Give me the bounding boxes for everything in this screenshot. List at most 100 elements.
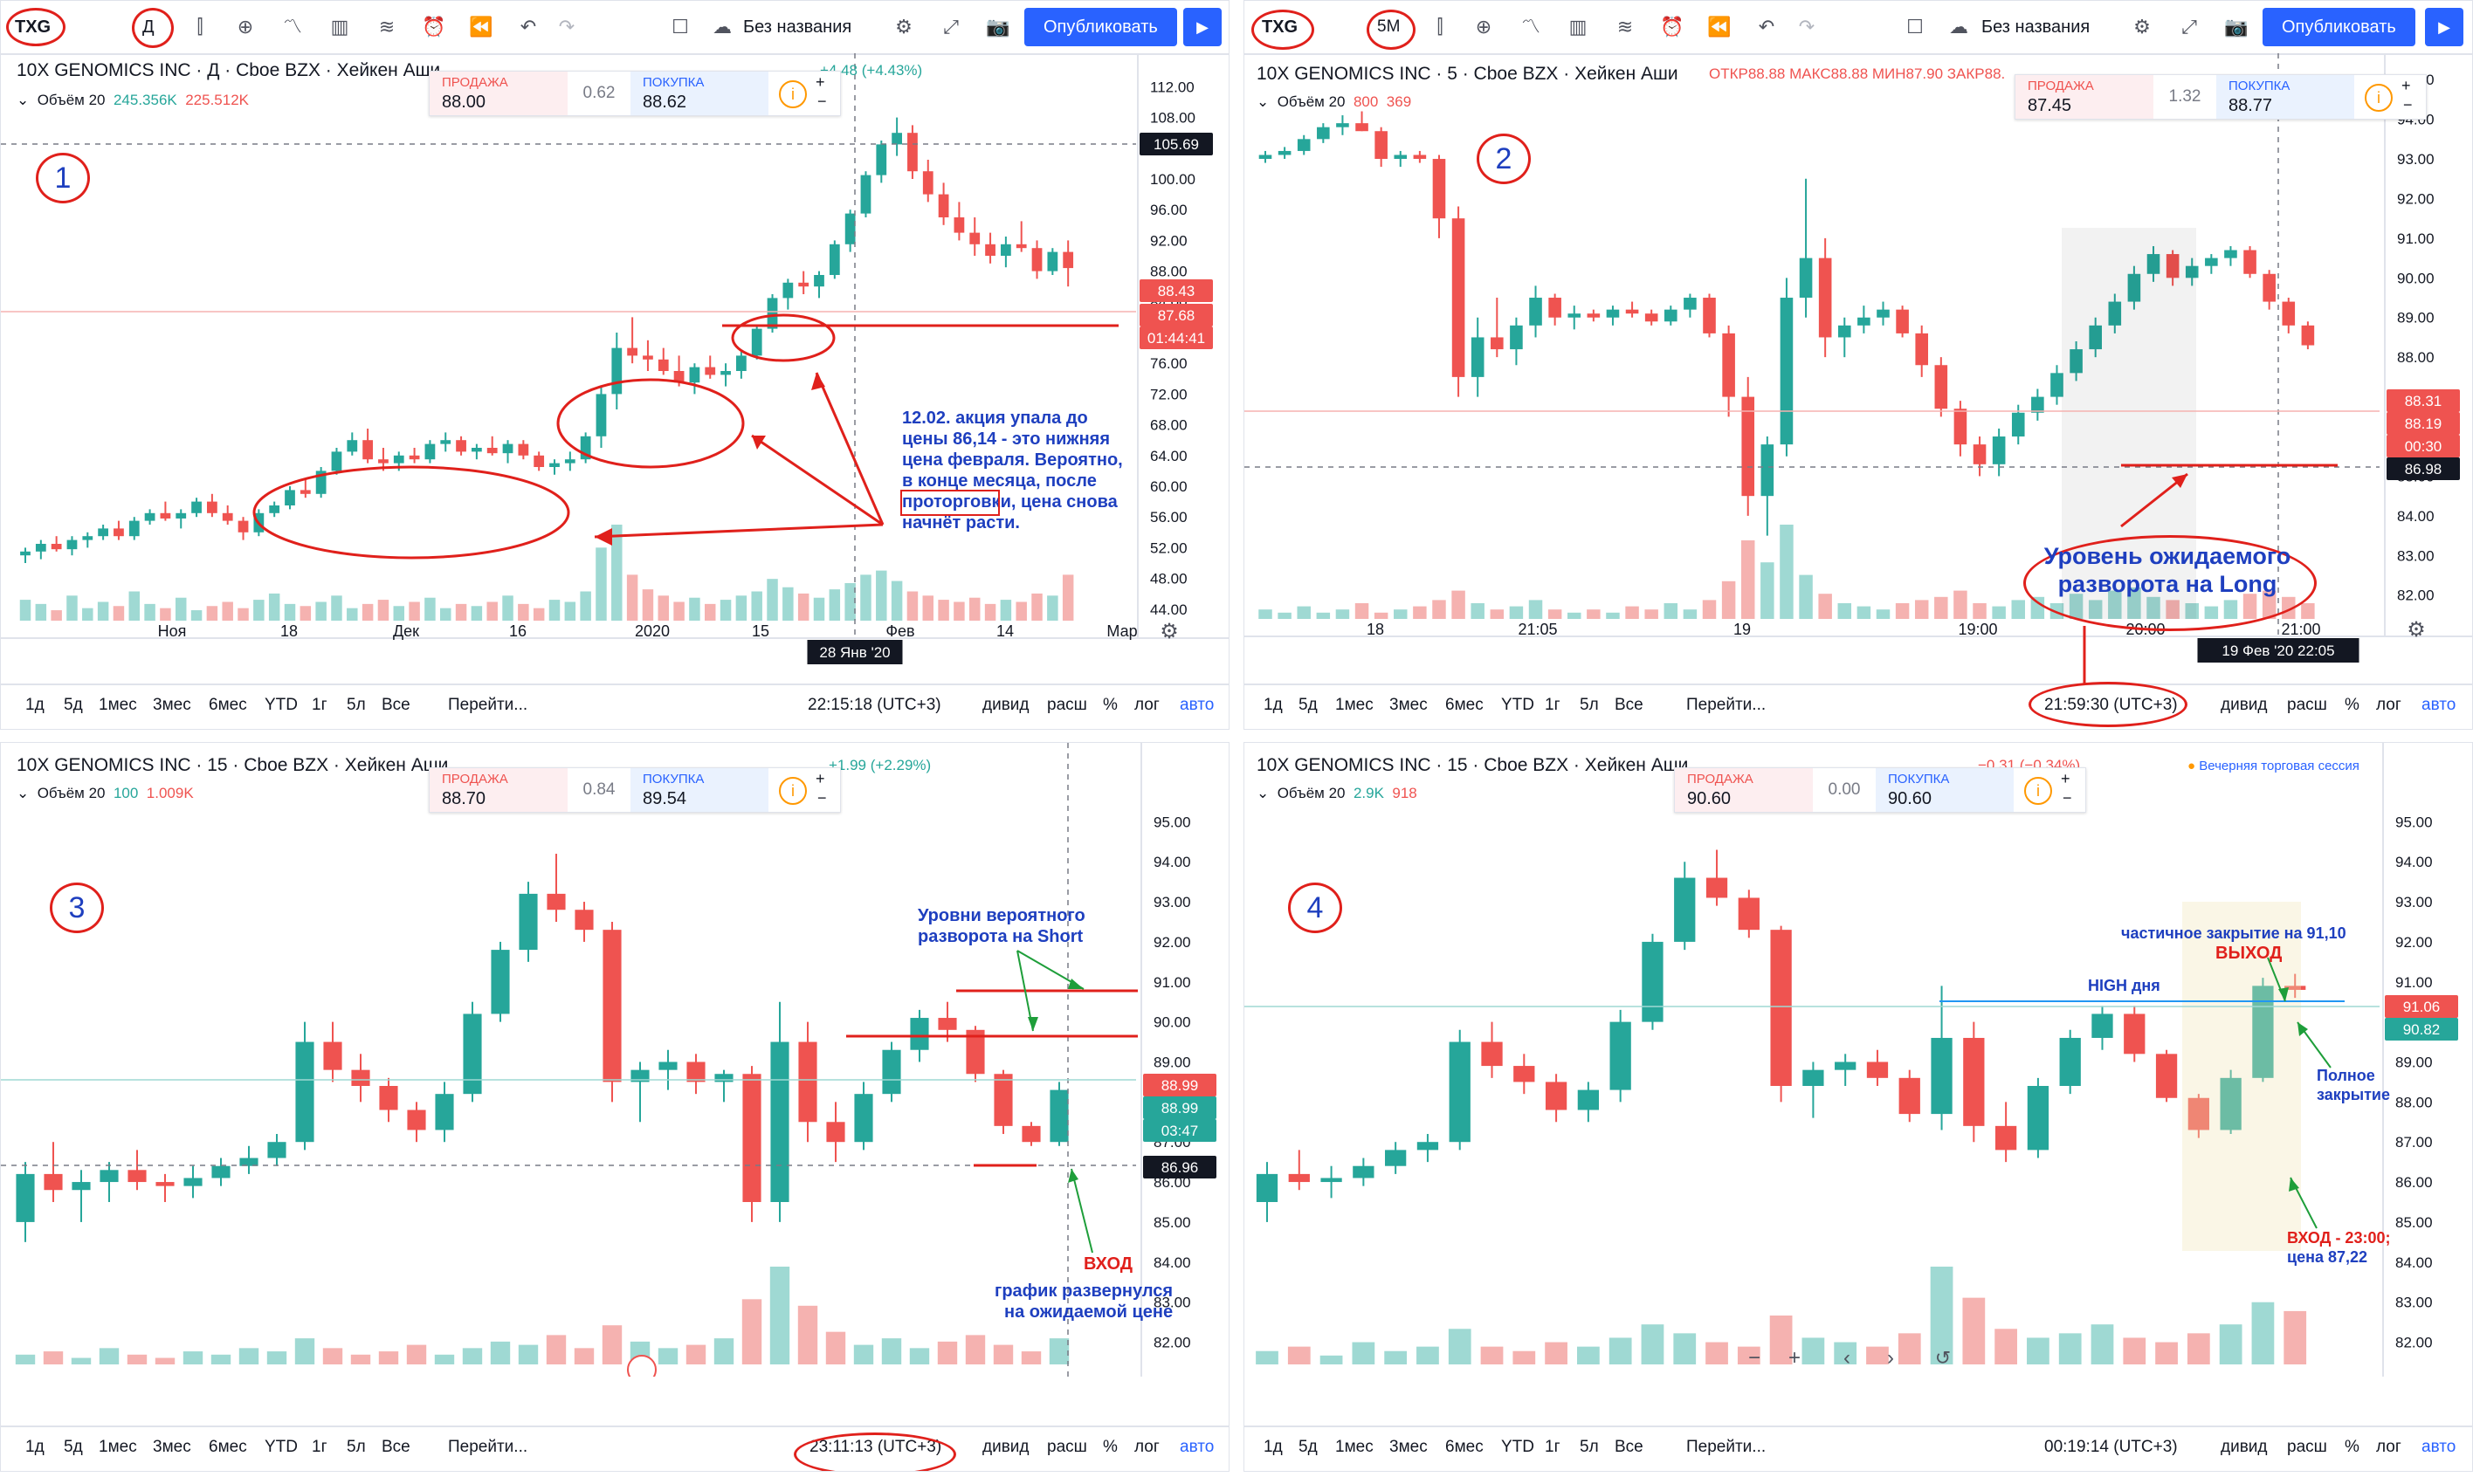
range-6m[interactable]: 6мес [209, 1438, 247, 1456]
range-1d[interactable]: 1д [1264, 1438, 1283, 1456]
range-5y[interactable]: 5л [347, 1438, 366, 1456]
minus-icon[interactable]: − [817, 93, 827, 110]
range-3m[interactable]: 3мес [153, 1438, 191, 1456]
auto-toggle[interactable]: авто [1180, 696, 1215, 714]
price-chart[interactable]: 82.0083.0084.0085.0086.0087.0088.0089.00… [1244, 53, 2473, 687]
range-1y[interactable]: 1г [312, 1438, 327, 1456]
publish-button[interactable]: Опубликовать [1024, 8, 1177, 46]
plus-icon[interactable]: + [2401, 77, 2411, 94]
indicators-icon[interactable]: 〽 [1520, 16, 1540, 38]
compare-icon[interactable]: ▥ [1568, 16, 1588, 38]
scroll-left-icon[interactable]: ‹ [1843, 1346, 1850, 1370]
range-1d[interactable]: 1д [25, 1438, 45, 1456]
indicators-icon[interactable]: 〽 [282, 16, 302, 38]
bar-style-icon[interactable]: ⫿ [196, 16, 203, 38]
plus-icon[interactable]: + [2061, 770, 2070, 787]
minus-icon[interactable]: − [2403, 96, 2413, 113]
buy-button[interactable]: ПОКУПКА 90.60 [1876, 768, 2014, 812]
range-5d[interactable]: 5д [1298, 696, 1318, 714]
dividends-toggle[interactable]: дивид [2221, 1438, 2268, 1456]
undo-icon[interactable]: ↶ [1758, 16, 1775, 38]
log-toggle[interactable]: лог [2376, 1438, 2401, 1456]
price-chart[interactable]: 82.0083.0084.0085.0086.0087.0088.0089.00… [1, 743, 1230, 1377]
dividends-toggle[interactable]: дивид [982, 696, 1030, 714]
percent-toggle[interactable]: % [2345, 696, 2359, 714]
info-icon[interactable]: i [2365, 84, 2393, 112]
extended-toggle[interactable]: расш [2287, 1438, 2327, 1456]
range-all[interactable]: Все [382, 1438, 410, 1456]
dividends-toggle[interactable]: дивид [2221, 696, 2268, 714]
log-toggle[interactable]: лог [1134, 696, 1160, 714]
chevron-down-icon[interactable]: ⌄ [17, 785, 30, 801]
sell-button[interactable]: ПРОДАЖА 88.70 [430, 768, 568, 812]
range-6m[interactable]: 6мес [209, 696, 247, 714]
range-5d[interactable]: 5д [64, 696, 83, 714]
alert-icon[interactable]: ⏰ [422, 16, 446, 38]
goto-button[interactable]: Перейти... [1686, 1438, 1767, 1456]
goto-button[interactable]: Перейти... [448, 696, 528, 714]
range-ytd[interactable]: YTD [265, 1438, 298, 1456]
settings-icon[interactable]: ⚙ [2133, 16, 2151, 38]
info-icon[interactable]: i [779, 80, 807, 108]
buy-button[interactable]: ПОКУПКА 88.77 [2216, 75, 2354, 119]
minus-icon[interactable]: − [817, 789, 827, 807]
range-3m[interactable]: 3мес [1389, 696, 1428, 714]
redo-icon[interactable]: ↷ [1798, 16, 1815, 38]
auto-toggle[interactable]: авто [2421, 696, 2456, 714]
range-1y[interactable]: 1г [1545, 1438, 1560, 1456]
chart-name[interactable]: Без названия [1981, 17, 2091, 37]
auto-toggle[interactable]: авто [2421, 1438, 2456, 1456]
range-ytd[interactable]: YTD [1501, 696, 1534, 714]
price-chart[interactable]: 82.0083.0084.0085.0086.0087.0088.0089.00… [1244, 743, 2473, 1377]
settings-icon[interactable]: ⚙ [895, 16, 913, 38]
undo-icon[interactable]: ↶ [520, 16, 537, 38]
extended-toggle[interactable]: расш [1047, 696, 1087, 714]
range-1y[interactable]: 1г [312, 696, 327, 714]
chart-name[interactable]: Без названия [743, 17, 852, 37]
percent-toggle[interactable]: % [2345, 1438, 2359, 1456]
extended-toggle[interactable]: расш [1047, 1438, 1087, 1456]
log-toggle[interactable]: лог [1134, 1438, 1160, 1456]
play-button[interactable]: ▶ [2425, 8, 2463, 46]
log-toggle[interactable]: лог [2376, 696, 2401, 714]
fullscreen-icon[interactable]: ⤢ [2181, 16, 2197, 38]
replay-icon[interactable]: ⏪ [469, 16, 493, 38]
range-1y[interactable]: 1г [1545, 696, 1560, 714]
cloud-icon[interactable]: ☁ [1949, 16, 1968, 38]
chevron-down-icon[interactable]: ⌄ [17, 92, 30, 108]
play-button[interactable]: ▶ [1183, 8, 1222, 46]
templates-icon[interactable]: ≋ [378, 16, 396, 38]
chevron-down-icon[interactable]: ⌄ [1257, 785, 1270, 801]
range-5d[interactable]: 5д [1298, 1438, 1318, 1456]
price-chart[interactable]: 44.00 48.00 52.00 56.00 60.00 64.00 68.00 72.00… [1, 53, 1230, 687]
buy-button[interactable]: ПОКУПКА 89.54 [630, 768, 768, 812]
plus-icon[interactable]: + [816, 73, 825, 91]
info-icon[interactable]: i [2024, 777, 2052, 805]
range-1d[interactable]: 1д [25, 696, 45, 714]
add-indicator-icon[interactable]: ⊕ [1475, 16, 1492, 38]
goto-button[interactable]: Перейти... [448, 1438, 528, 1456]
range-3m[interactable]: 3мес [153, 696, 191, 714]
percent-toggle[interactable]: % [1103, 696, 1118, 714]
range-1m[interactable]: 1мес [1335, 1438, 1374, 1456]
range-6m[interactable]: 6мес [1445, 1438, 1484, 1456]
cloud-icon[interactable]: ☁ [713, 16, 732, 38]
sell-button[interactable]: ПРОДАЖА 88.00 [430, 72, 568, 115]
range-1d[interactable]: 1д [1264, 696, 1283, 714]
clock[interactable]: 22:15:18 (UTC+3) [808, 696, 941, 714]
templates-icon[interactable]: ≋ [1616, 16, 1634, 38]
alert-icon[interactable]: ⏰ [1660, 16, 1684, 38]
range-5d[interactable]: 5д [64, 1438, 83, 1456]
add-indicator-icon[interactable]: ⊕ [237, 16, 254, 38]
publish-button[interactable]: Опубликовать [2263, 8, 2415, 46]
session-badge[interactable]: ● Вечерняя торговая сессия [2187, 759, 2359, 773]
redo-icon[interactable]: ↷ [558, 16, 575, 38]
plus-icon[interactable]: + [816, 770, 825, 787]
clock[interactable]: 00:19:14 (UTC+3) [2044, 1438, 2178, 1456]
range-1m[interactable]: 1мес [1335, 696, 1374, 714]
range-5y[interactable]: 5л [1580, 696, 1599, 714]
range-all[interactable]: Все [382, 696, 410, 714]
scroll-right-icon[interactable]: › [1887, 1346, 1894, 1370]
buy-button[interactable]: ПОКУПКА 88.62 [630, 72, 768, 115]
range-all[interactable]: Все [1615, 1438, 1643, 1456]
